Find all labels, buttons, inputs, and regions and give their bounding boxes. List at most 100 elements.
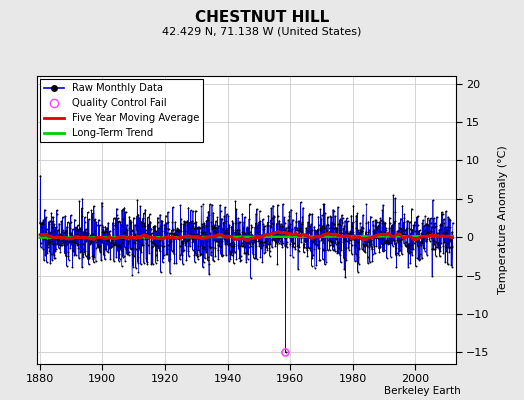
- Point: [343, 228, 352, 234]
- Point: [73, 227, 81, 234]
- Point: [177, 215, 185, 222]
- Point: [38, 230, 47, 237]
- Point: [66, 220, 74, 226]
- Point: [200, 220, 209, 226]
- Point: [134, 268, 143, 275]
- Point: [73, 231, 81, 237]
- Point: [417, 239, 425, 245]
- Point: [91, 228, 100, 234]
- Point: [110, 241, 118, 247]
- Point: [161, 212, 170, 219]
- Point: [400, 240, 408, 246]
- Point: [378, 248, 387, 254]
- Point: [208, 201, 216, 208]
- Point: [100, 235, 108, 242]
- Point: [447, 242, 456, 249]
- Point: [42, 229, 50, 236]
- Point: [208, 223, 216, 229]
- Point: [144, 242, 152, 248]
- Point: [120, 228, 128, 235]
- Point: [217, 216, 226, 222]
- Point: [283, 223, 292, 230]
- Point: [259, 239, 268, 245]
- Point: [209, 226, 217, 233]
- Point: [173, 232, 181, 238]
- Point: [350, 232, 358, 238]
- Point: [180, 247, 188, 254]
- Point: [220, 213, 228, 220]
- Point: [276, 222, 284, 229]
- Point: [263, 230, 271, 236]
- Point: [228, 218, 236, 224]
- Point: [338, 220, 346, 226]
- Point: [307, 221, 315, 227]
- Point: [42, 226, 51, 233]
- Point: [419, 235, 428, 242]
- Point: [287, 231, 295, 237]
- Point: [205, 243, 214, 250]
- Point: [285, 208, 293, 215]
- Point: [237, 252, 245, 259]
- Point: [124, 238, 132, 244]
- Point: [139, 233, 147, 240]
- Point: [356, 236, 365, 242]
- Point: [389, 231, 397, 237]
- Point: [198, 244, 206, 251]
- Point: [439, 242, 447, 249]
- Point: [64, 238, 73, 244]
- Point: [391, 252, 400, 258]
- Point: [91, 237, 99, 244]
- Point: [125, 225, 133, 232]
- Point: [334, 239, 342, 245]
- Point: [112, 242, 120, 248]
- Point: [135, 214, 143, 221]
- Point: [323, 229, 332, 236]
- Point: [293, 243, 301, 249]
- Point: [37, 221, 45, 227]
- Point: [300, 238, 309, 244]
- Point: [351, 242, 359, 248]
- Point: [224, 241, 233, 247]
- Point: [190, 231, 198, 237]
- Point: [108, 243, 116, 250]
- Point: [249, 251, 257, 257]
- Point: [224, 225, 232, 232]
- Point: [292, 218, 300, 224]
- Point: [151, 240, 160, 246]
- Point: [245, 216, 253, 223]
- Point: [348, 229, 357, 235]
- Point: [425, 238, 434, 244]
- Point: [67, 230, 75, 237]
- Point: [102, 246, 110, 252]
- Point: [354, 227, 362, 233]
- Point: [335, 230, 344, 237]
- Point: [155, 238, 163, 244]
- Point: [353, 258, 361, 264]
- Point: [312, 233, 320, 239]
- Point: [323, 229, 331, 236]
- Point: [346, 234, 354, 240]
- Point: [251, 224, 259, 230]
- Point: [93, 235, 102, 241]
- Point: [305, 210, 314, 217]
- Point: [344, 230, 353, 236]
- Point: [363, 243, 371, 249]
- Point: [440, 216, 448, 222]
- Point: [256, 254, 265, 260]
- Point: [136, 241, 145, 248]
- Point: [92, 219, 101, 225]
- Point: [293, 242, 302, 248]
- Point: [80, 228, 89, 234]
- Point: [118, 238, 126, 245]
- Point: [199, 201, 208, 208]
- Point: [79, 246, 88, 252]
- Point: [91, 216, 100, 222]
- Point: [258, 258, 267, 265]
- Point: [411, 233, 420, 239]
- Point: [68, 238, 77, 244]
- Point: [246, 229, 254, 236]
- Point: [160, 251, 168, 258]
- Point: [399, 219, 408, 226]
- Point: [96, 238, 105, 244]
- Point: [195, 228, 203, 235]
